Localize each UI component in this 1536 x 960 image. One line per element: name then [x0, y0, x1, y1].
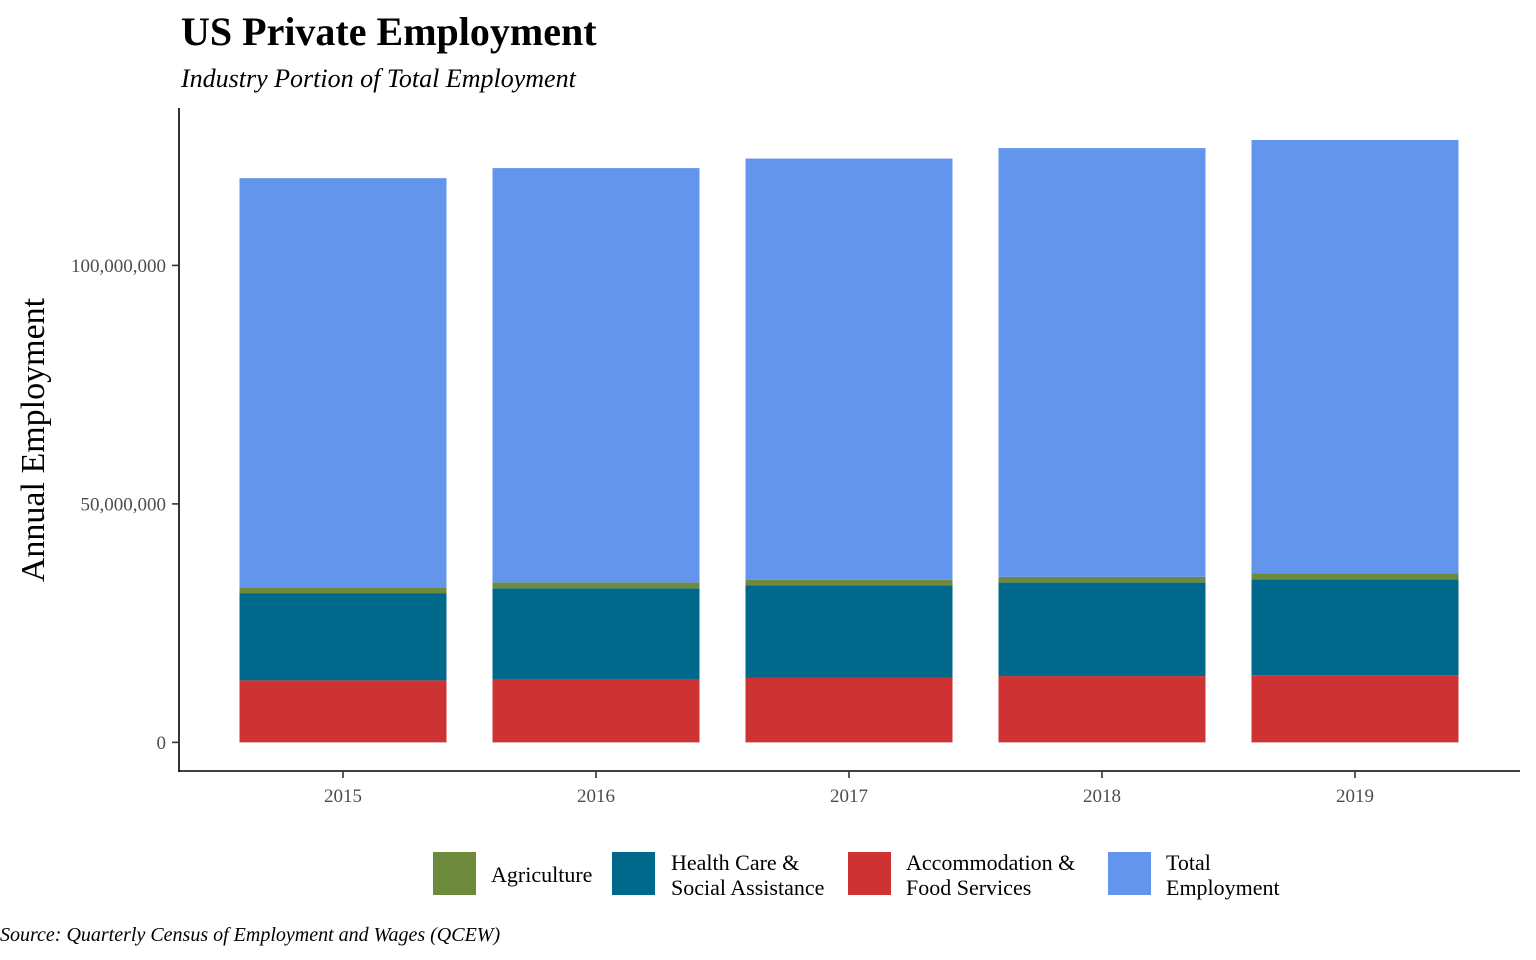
- legend-label-total-employment-line-1: Total: [1166, 850, 1211, 875]
- legend-key-agriculture: [433, 852, 476, 895]
- y-tick-label: 50,000,000: [81, 494, 167, 515]
- y-axis-title: Annual Employment: [15, 297, 52, 582]
- x-tick-label: 2017: [830, 786, 868, 807]
- legend-label-accommodation-and-food-services-line-2: Food Services: [906, 875, 1031, 900]
- bar-accommodation-and-food-services-2019: [1251, 675, 1459, 743]
- bar-total-employment-2017: [745, 158, 953, 580]
- y-tick-label: 100,000,000: [71, 256, 166, 277]
- chart-title: US Private Employment: [181, 9, 597, 54]
- bar-health-care-and-social-assistance-2019: [1251, 579, 1459, 676]
- legend-key-health-care-and-social-assistance: [612, 852, 655, 895]
- legend-key-accommodation-and-food-services: [848, 852, 891, 895]
- bar-agriculture-2019: [1251, 573, 1459, 580]
- y-ticks-layer: 0 50,000,000 100,000,000: [71, 256, 179, 754]
- bar-accommodation-and-food-services-2016: [492, 678, 700, 743]
- bar-accommodation-and-food-services-2018: [998, 676, 1206, 743]
- bar-agriculture-2017: [745, 579, 953, 586]
- legend-label-health-care-and-social-assistance-line-1: Health Care &: [671, 850, 799, 875]
- legend-label-total-employment-line-2: Employment: [1166, 875, 1280, 900]
- legend-label-accommodation-and-food-services-line-1: Accommodation &: [906, 850, 1075, 875]
- x-tick-label: 2019: [1336, 786, 1374, 807]
- bar-health-care-and-social-assistance-2016: [492, 588, 700, 679]
- x-ticks-layer: 2015 2016 2017 2018 2019: [324, 771, 1374, 807]
- chart-caption: Source: Quarterly Census of Employment a…: [0, 924, 501, 946]
- bars-layer: [239, 139, 1459, 743]
- chart-subtitle: Industry Portion of Total Employment: [181, 64, 576, 93]
- bar-health-care-and-social-assistance-2017: [745, 585, 953, 678]
- bar-health-care-and-social-assistance-2015: [239, 593, 447, 681]
- bar-total-employment-2016: [492, 168, 700, 583]
- legend-key-total-employment: [1108, 852, 1151, 895]
- x-tick-label: 2016: [577, 786, 615, 807]
- bar-agriculture-2016: [492, 582, 700, 589]
- bar-agriculture-2015: [239, 587, 447, 594]
- x-tick-label: 2018: [1083, 786, 1121, 807]
- y-tick-label: 0: [157, 733, 167, 754]
- bar-total-employment-2019: [1251, 139, 1459, 574]
- bar-accommodation-and-food-services-2015: [239, 680, 447, 743]
- bar-total-employment-2015: [239, 178, 447, 588]
- bar-accommodation-and-food-services-2017: [745, 677, 953, 743]
- bar-health-care-and-social-assistance-2018: [998, 582, 1206, 677]
- bar-agriculture-2018: [998, 576, 1206, 583]
- legend-label-health-care-and-social-assistance-line-2: Social Assistance: [671, 875, 824, 900]
- bar-total-employment-2018: [998, 148, 1206, 577]
- legend-label-agriculture: Agriculture: [491, 862, 592, 887]
- legend: Agriculture Health Care &Social Assistanc…: [433, 850, 1280, 900]
- x-tick-label: 2015: [324, 786, 362, 807]
